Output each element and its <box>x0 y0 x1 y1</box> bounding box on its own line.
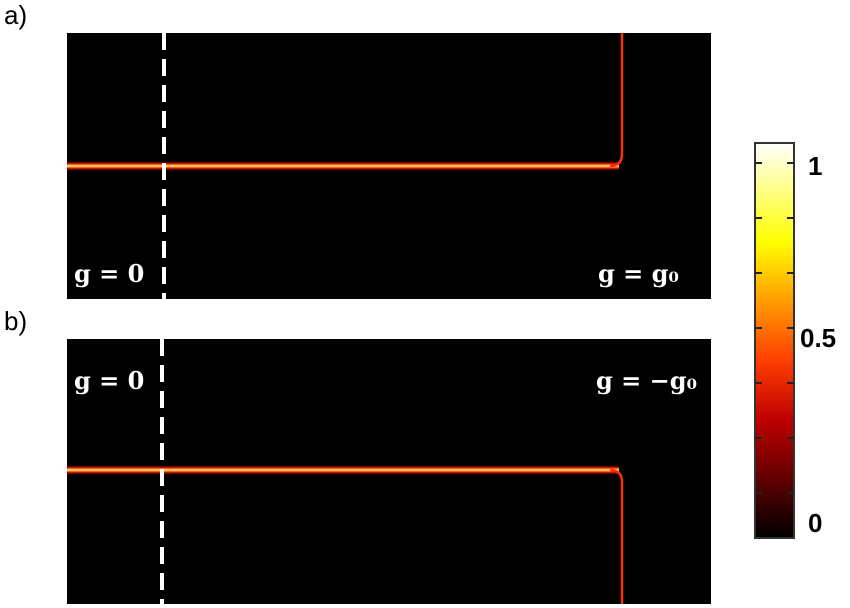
panel-a-vertical-beam <box>609 33 624 168</box>
panel-b-label: b) <box>4 306 27 336</box>
panel-b-right-annotation: g = −g₀ <box>596 366 697 395</box>
panel-b-vertical-beam <box>609 468 624 604</box>
colorbar-ticks <box>755 162 794 494</box>
panel-a-label: a) <box>4 0 27 30</box>
panel-a-left-annotation: g = 0 <box>74 259 144 288</box>
colorbar <box>754 142 795 539</box>
panel-a-horizontal-beam <box>67 161 619 171</box>
colorbar-tick-label-0: 0 <box>808 508 822 538</box>
colorbar-tick-label-1: 1 <box>808 151 822 181</box>
panel-b-left-annotation: g = 0 <box>74 366 144 395</box>
panel-b-horizontal-beam <box>67 465 619 475</box>
colorbar-tick-label-0.5: 0.5 <box>800 323 836 353</box>
panel-a-right-annotation: g = g₀ <box>598 259 679 288</box>
